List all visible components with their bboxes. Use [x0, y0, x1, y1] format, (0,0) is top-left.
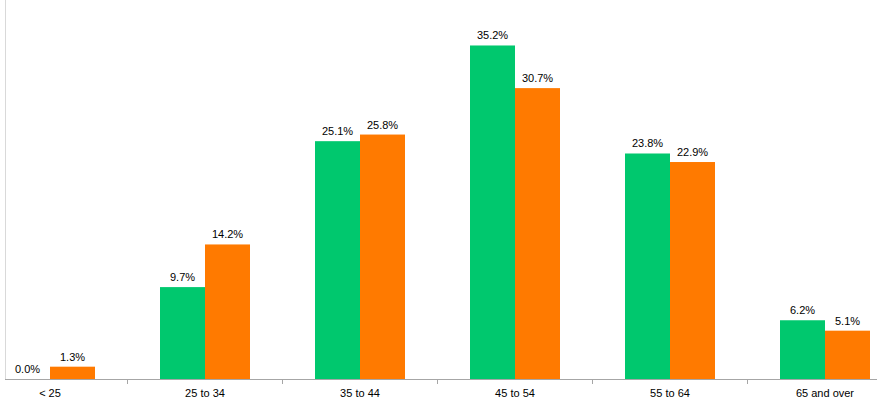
- bar: [205, 244, 250, 379]
- bar: [315, 141, 360, 379]
- x-axis-line: [5, 379, 877, 380]
- category-separator: [747, 379, 748, 384]
- x-tick-label: 25 to 34: [185, 387, 225, 399]
- bar: [825, 331, 870, 379]
- data-label: 22.9%: [677, 146, 708, 158]
- bar: [50, 367, 95, 379]
- data-label: 14.2%: [212, 228, 243, 240]
- category-separator: [127, 379, 128, 384]
- bar: [625, 153, 670, 379]
- data-label: 35.2%: [477, 29, 508, 41]
- bar: [5, 379, 50, 380]
- data-label: 23.8%: [632, 137, 663, 149]
- bars: [50, 45, 870, 379]
- bar: [470, 45, 515, 379]
- x-tick-label: 35 to 44: [340, 387, 380, 399]
- chart: 0.0% 9.7% 25.1% 35.2% 23.8% 6.2% 1.3% 14.2% 25.8…: [0, 0, 877, 403]
- bar: [515, 88, 560, 379]
- data-label: 25.1%: [322, 125, 353, 137]
- category-separator: [282, 379, 283, 384]
- data-label: 25.8%: [367, 119, 398, 131]
- x-tick-label: 65 and over: [796, 387, 854, 399]
- x-tick-label: 55 to 64: [650, 387, 690, 399]
- category-separator: [592, 379, 593, 384]
- data-label: 1.3%: [60, 351, 85, 363]
- bar: [160, 287, 205, 379]
- bar: [670, 162, 715, 379]
- x-tick-label: 45 to 54: [495, 387, 535, 399]
- x-tick-label: < 25: [39, 387, 61, 399]
- data-label: 0.0%: [15, 363, 40, 375]
- data-label: 30.7%: [522, 72, 553, 84]
- bar: [780, 320, 825, 379]
- y-axis-line: [5, 0, 6, 379]
- bar: [360, 135, 405, 379]
- data-label: 9.7%: [170, 271, 195, 283]
- category-separator: [437, 379, 438, 384]
- data-label: 6.2%: [790, 304, 815, 316]
- data-label: 5.1%: [835, 315, 860, 327]
